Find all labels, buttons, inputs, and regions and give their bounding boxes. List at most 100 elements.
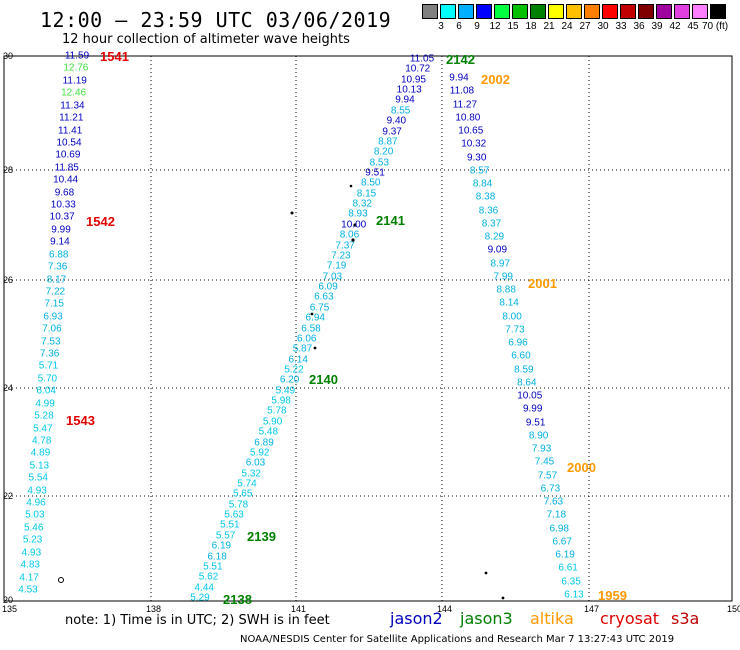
wave-height-value: 5.28 — [34, 410, 54, 422]
latitude-tick-label: 28 — [3, 165, 14, 175]
color-scale-label: 24 — [561, 21, 573, 32]
wave-height-value: 7.03 — [322, 271, 343, 283]
latitude-tick-label: 30 — [3, 51, 14, 61]
pass-number-label: 2141 — [376, 213, 405, 228]
wave-height-value: 11.41 — [58, 125, 83, 136]
wave-height-value: 4.44 — [194, 582, 214, 594]
wave-height-value: 10.54 — [56, 137, 82, 149]
pass-number-label: 1959 — [598, 588, 627, 603]
satellite-legend-item: cryosat — [600, 609, 660, 628]
wave-height-value: 11.59 — [64, 50, 90, 62]
wave-height-value: 12.46 — [61, 87, 87, 99]
wave-height-value: 7.36 — [39, 348, 60, 360]
wave-height-value: 6.96 — [508, 337, 528, 349]
wave-height-value: 9.99 — [522, 403, 543, 415]
wave-height-value: 11.08 — [449, 85, 475, 97]
island-dot — [501, 596, 505, 600]
wave-height-value: 5.49 — [275, 385, 296, 397]
wave-height-value: 5.78 — [267, 405, 287, 417]
wave-height-value: 7.18 — [546, 509, 567, 521]
wave-height-value: 6.20 — [279, 374, 300, 386]
wave-height-value: 5.51 — [203, 561, 223, 573]
color-swatch — [476, 4, 492, 19]
wave-height-value: 8.15 — [356, 188, 377, 200]
wave-height-value: 4.89 — [30, 447, 51, 459]
wave-height-value: 10.37 — [49, 211, 75, 223]
wave-height-value: 6.60 — [511, 350, 531, 362]
color-swatch — [440, 4, 456, 19]
color-scale-label: 39 — [651, 21, 663, 32]
wave-height-value: 6.63 — [314, 291, 334, 303]
wave-height-value: 10.13 — [396, 84, 422, 96]
wave-height-value: 4.53 — [18, 584, 38, 596]
wave-height-value: 9.99 — [51, 224, 71, 236]
wave-height-value: 5.63 — [224, 509, 244, 521]
color-scale-label: 27 — [579, 21, 591, 32]
lat-lon-grid — [4, 56, 732, 601]
pass-number-label: 2002 — [481, 72, 510, 87]
wave-height-value: 8.20 — [373, 146, 394, 158]
wave-height-value: 9.68 — [54, 187, 75, 199]
wave-height-value: 8.88 — [496, 284, 516, 296]
wave-height-value: 4.96 — [26, 497, 46, 509]
wave-height-value: 11.21 — [59, 112, 84, 124]
wave-height-value: 11.05 — [409, 53, 435, 65]
wave-height-value: 9.37 — [382, 126, 402, 138]
wave-height-value: 8.14 — [499, 297, 519, 309]
wave-height-value: 6.35 — [561, 576, 581, 588]
pass-number-label: 2001 — [528, 276, 557, 291]
color-scale-label: 12 — [489, 21, 501, 32]
satellite-legend-item: altika — [530, 609, 574, 628]
wave-height-value: 7.37 — [335, 240, 355, 252]
longitude-tick-label: 144 — [437, 604, 453, 614]
wave-height-value: 5.70 — [37, 373, 58, 385]
wave-height-value: 10.32 — [461, 138, 487, 150]
wave-height-value: 4.83 — [20, 559, 40, 571]
wave-height-value: 5.48 — [258, 426, 279, 438]
pass-number-label: 2139 — [247, 529, 276, 544]
island-dot — [310, 312, 314, 316]
wave-height-value: 8.38 — [475, 191, 496, 203]
island-dot — [484, 571, 488, 575]
pass-number-label: 1542 — [86, 214, 115, 229]
wave-height-value: 5.51 — [220, 519, 240, 531]
color-swatch — [692, 4, 708, 19]
color-scale-label: 36 — [633, 21, 645, 32]
wave-height-value: 8.93 — [348, 208, 368, 220]
color-scale-label: 30 — [597, 21, 609, 32]
color-swatch — [674, 4, 690, 19]
wave-height-value: 6.19 — [555, 549, 575, 561]
wave-height-value: 6.18 — [207, 551, 227, 563]
wave-height-value: 5.47 — [33, 423, 53, 435]
wave-height-value: 5.57 — [215, 530, 236, 542]
color-swatch — [620, 4, 636, 19]
pass-number-label: 2138 — [223, 592, 252, 607]
wave-height-value: 5.54 — [28, 472, 48, 484]
wave-height-value: 6.75 — [309, 302, 330, 314]
wave-height-value: 5.03 — [25, 509, 45, 521]
wave-height-value: 6.04 — [36, 385, 56, 397]
wave-height-value: 6.73 — [540, 483, 561, 495]
latitude-tick-label: 26 — [3, 275, 14, 285]
wave-height-value: 5.29 — [190, 592, 210, 604]
wave-height-value: 9.94 — [395, 94, 415, 106]
wave-height-value: 5.62 — [198, 571, 219, 583]
wave-height-value: 9.94 — [449, 72, 469, 84]
wave-height-value: 8.59 — [514, 364, 534, 376]
wave-height-value: 8.50 — [361, 177, 381, 189]
wave-height-value: 8.90 — [528, 430, 549, 442]
pass-number-label: 2140 — [309, 372, 338, 387]
wave-height-value: 8.64 — [517, 377, 537, 389]
wave-height-value: 4.93 — [27, 485, 47, 497]
wave-height-value: 9.40 — [386, 115, 407, 127]
wave-height-value: 9.14 — [50, 236, 70, 248]
wave-height-value: 4.78 — [31, 435, 52, 447]
wave-height-value: 7.06 — [42, 323, 62, 335]
island-dot — [290, 211, 294, 215]
wave-height-value: 10.00 — [341, 219, 367, 231]
color-swatch — [638, 4, 654, 19]
map-title: 12:00 – 23:59 UTC 03/06/2019 — [40, 8, 392, 32]
wave-height-value: 6.06 — [296, 333, 317, 345]
wave-height-value: 6.14 — [288, 354, 308, 366]
wave-height-value: 10.05 — [517, 390, 543, 402]
